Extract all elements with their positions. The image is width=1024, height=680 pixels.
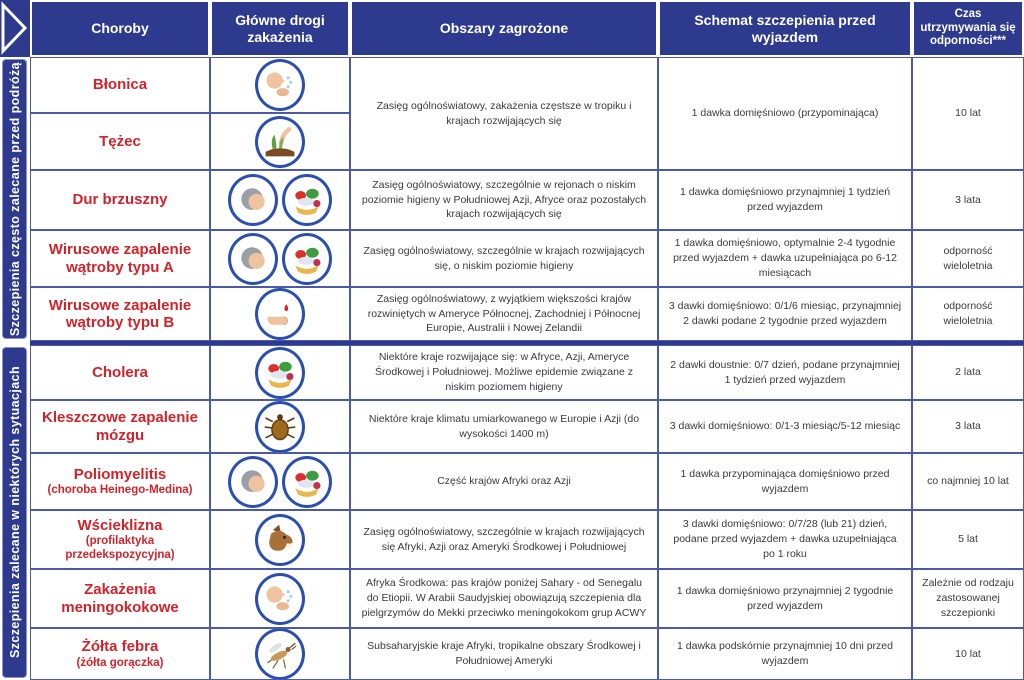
infection-route-icons (210, 453, 350, 510)
infection-route-icons (210, 287, 350, 341)
disease-name: Tężec (30, 113, 210, 170)
risk-area-cell: Zasięg ogólnoświatowy, szczególnie w rej… (350, 170, 658, 230)
food-icon (255, 346, 305, 399)
disease-name: Błonica (30, 57, 210, 113)
schedule-cell: 1 dawka podskórnie przynajmniej 10 dni p… (658, 628, 912, 680)
sidebar-section1-label: Szczepienia często zalecane przed podróż… (7, 61, 22, 337)
schedule-cell: 1 dawka domięśniowo (przypominająca) (658, 57, 912, 170)
arrow-right-icon (0, 1, 28, 56)
disease-name: Cholera (30, 345, 210, 400)
disease-name: Wścieklizna (profilaktyka przedekspozycyj… (30, 510, 210, 569)
infection-route-icons (210, 345, 350, 400)
risk-area-cell: Subsaharyjskie kraje Afryki, tropikalne … (350, 628, 658, 680)
disease-name: Dur brzuszny (30, 170, 210, 230)
head-icon (228, 232, 278, 285)
disease-name: Wirusowe zapalenie wątroby typu B (30, 287, 210, 341)
disease-name: Żółta febra (żółta gorączka) (30, 628, 210, 680)
duration-cell: 3 lata (912, 400, 1024, 453)
risk-area-cell: Zasięg ogólnoświatowy, z wyjątkiem więks… (350, 287, 658, 341)
disease-subtitle: (choroba Heinego-Medina) (47, 484, 193, 497)
sidebar-section-recommended-before-travel: Szczepienia często zalecane przed podróż… (2, 59, 27, 339)
disease-subtitle: (profilaktyka przedekspozycyjna) (65, 535, 175, 561)
soil-hand-icon (255, 115, 305, 168)
disease-subtitle: (żółta gorączka) (76, 656, 164, 669)
schedule-cell: 1 dawka domięśniowo przynajmniej 2 tygod… (658, 569, 912, 628)
duration-cell: Zależnie od rodzaju zastosowanej szczepi… (912, 569, 1024, 628)
head-icon (228, 455, 278, 508)
risk-area-cell: Zasięg ogólnoświatowy, szczególnie w kra… (350, 230, 658, 287)
risk-area-cell: Część krajów Afryki oraz Azji (350, 453, 658, 510)
tick-icon (255, 401, 305, 452)
disease-name: Wirusowe zapalenie wątroby typu A (30, 230, 210, 287)
sidebar-section2-label: Szczepienia zalecane w niektórych sytuac… (7, 366, 22, 659)
infection-route-icons (210, 510, 350, 569)
schedule-cell: 3 dawki domięśniowo: 0/7/28 (lub 21) dzi… (658, 510, 912, 569)
risk-area-cell: Zasięg ogólnoświatowy, szczególnie w kra… (350, 510, 658, 569)
column-header-risk-areas: Obszary zagrożone (350, 0, 658, 57)
duration-cell: 3 lata (912, 170, 1024, 230)
duration-cell: 10 lat (912, 628, 1024, 680)
infection-route-icons (210, 113, 350, 170)
infection-route-icons (210, 628, 350, 680)
food-icon (282, 232, 332, 285)
schedule-cell: 1 dawka przypominająca domięśniowo przed… (658, 453, 912, 510)
infection-route-icons (210, 230, 350, 287)
disease-name: Kleszczowe zapalenie mózgu (30, 400, 210, 453)
schedule-cell: 1 dawka domięśniowo przynajmniej 1 tydzi… (658, 170, 912, 230)
duration-cell: 10 lat (912, 57, 1024, 170)
droplet-person-icon (255, 572, 305, 625)
schedule-cell: 3 dawki domięśniowo: 0/1-3 miesiąc/5-12 … (658, 400, 912, 453)
schedule-cell: 2 dawki doustnie: 0/7 dzień, podane przy… (658, 345, 912, 400)
sidebar-section-recommended-in-some-situations: Szczepienia zalecane w niektórych sytuac… (2, 347, 27, 678)
infection-route-icons (210, 57, 350, 113)
sidebar-gap (0, 341, 30, 345)
duration-cell: odporność wieloletnia (912, 287, 1024, 341)
duration-cell: co najmniej 10 lat (912, 453, 1024, 510)
risk-area-cell: Afryka Środkowa: pas krajów poniżej Saha… (350, 569, 658, 628)
risk-area-cell: Zasięg ogólnoświatowy, zakażenia częstsz… (350, 57, 658, 170)
risk-area-cell: Niektóre kraje rozwijające się: w Afryce… (350, 345, 658, 400)
food-icon (282, 174, 332, 226)
column-header-diseases: Choroby (30, 0, 210, 57)
disease-name: Zakażenia meningokokowe (30, 569, 210, 628)
column-header-immunity-duration: Czas utrzymywania się odporności*** (912, 0, 1024, 57)
mosquito-icon (255, 629, 305, 679)
duration-cell: odporność wieloletnia (912, 230, 1024, 287)
infection-route-icons (210, 400, 350, 453)
duration-cell: 5 lat (912, 510, 1024, 569)
column-header-infection-routes: Główne drogi zakażenia (210, 0, 350, 57)
droplet-person-icon (255, 59, 305, 111)
blood-finger-icon (255, 288, 305, 340)
duration-cell: 2 lata (912, 345, 1024, 400)
infection-route-icons (210, 170, 350, 230)
corner-block (0, 0, 30, 57)
schedule-cell: 1 dawka domięśniowo, optymalnie 2-4 tygo… (658, 230, 912, 287)
food-icon (282, 455, 332, 508)
section-separator (30, 341, 1024, 345)
schedule-cell: 3 dawki domięśniowo: 0/1/6 miesiąc, przy… (658, 287, 912, 341)
column-header-schedule: Schemat szczepienia przed wyjazdem (658, 0, 912, 57)
infection-route-icons (210, 569, 350, 628)
risk-area-cell: Niektóre kraje klimatu umiarkowanego w E… (350, 400, 658, 453)
disease-name: Poliomyelitis (choroba Heinego-Medina) (30, 453, 210, 510)
dog-icon (255, 513, 305, 566)
head-icon (228, 174, 278, 226)
